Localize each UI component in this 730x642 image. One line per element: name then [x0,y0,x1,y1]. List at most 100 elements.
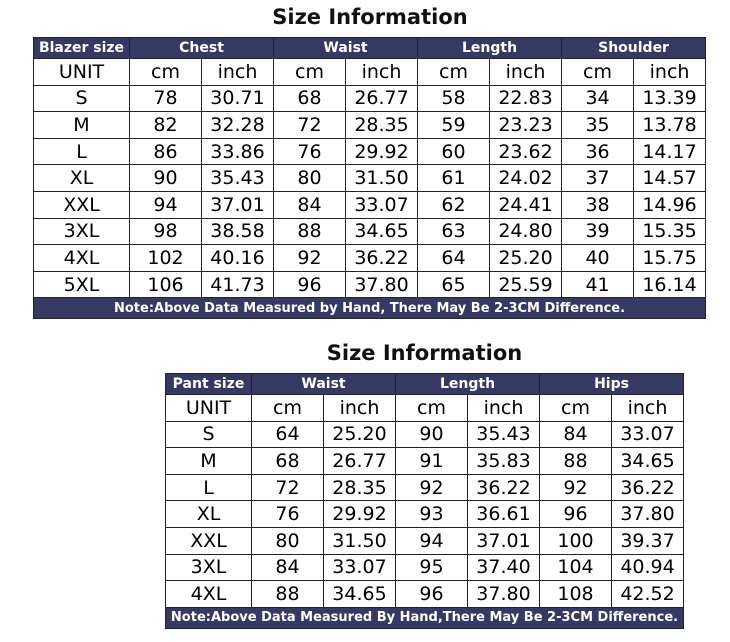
value-cell: 41 [561,270,635,299]
value-cell: 68 [273,84,347,113]
value-cell: 35 [561,111,635,139]
value-cell: 76 [251,500,324,528]
size-cell: XL [33,164,130,192]
table-row: XXL 94 37.01 84 33.07 62 24.41 38 14.96 [33,190,707,219]
value-cell: 86 [129,137,202,166]
table-row: XXL 80 31.50 94 37.01 100 39.37 [165,526,685,555]
value-cell: 30.71 [200,84,275,113]
size-cell: L [33,137,130,166]
value-cell: 90 [395,420,468,449]
value-cell: 78 [129,84,202,113]
value-cell: 23.23 [489,111,563,139]
value-cell: 38.58 [200,217,275,246]
value-cell: 37.40 [466,553,541,582]
value-cell: 36 [561,137,635,166]
value-cell: 88 [251,580,324,608]
value-cell: 28.35 [323,473,396,502]
header-cell: Chest [128,37,275,59]
value-cell: 82 [129,111,202,139]
value-cell: 88 [273,217,347,246]
value-cell: 92 [395,473,468,502]
value-cell: 72 [273,111,347,139]
value-cell: 65 [417,270,491,299]
blazer-size-table: Blazer size Chest Waist Length Shoulder UNIT c… [32,37,707,320]
header-row: Blazer size Chest Waist Length Shoulder [33,37,707,59]
value-cell: 35.43 [200,164,275,192]
value-cell: 102 [129,244,202,272]
value-cell: 33.07 [323,553,396,582]
value-cell: 14.57 [633,164,707,192]
value-cell: 62 [417,190,491,219]
value-cell: 96 [539,500,613,528]
value-cell: 25.20 [489,244,563,272]
value-cell: 15.35 [633,217,707,246]
value-cell: 33.07 [345,190,419,219]
value-cell: 37.01 [466,526,541,555]
value-cell: 76 [273,137,347,166]
unit-cell: cm [539,394,613,422]
table-row: S 78 30.71 68 26.77 58 22.83 34 13.39 [33,84,707,113]
value-cell: 68 [251,447,324,475]
value-cell: 100 [539,526,613,555]
value-cell: 37 [561,164,635,192]
value-cell: 38 [561,190,635,219]
value-cell: 13.39 [633,84,707,113]
value-cell: 31.50 [323,526,396,555]
unit-row: UNIT cm inch cm inch cm inch cm inch [33,58,707,86]
value-cell: 26.77 [323,447,396,475]
value-cell: 40.16 [200,244,275,272]
unit-cell: inch [200,58,275,86]
value-cell: 80 [251,526,324,555]
unit-cell: inch [489,58,563,86]
unit-cell: cm [417,58,491,86]
table-row: M 82 32.28 72 28.35 59 23.23 35 13.78 [33,111,707,139]
value-cell: 40.94 [611,553,685,582]
unit-cell: UNIT [165,394,252,422]
value-cell: 40 [561,244,635,272]
size-cell: XXL [165,526,252,555]
value-cell: 91 [395,447,468,475]
unit-cell: inch [466,394,541,422]
value-cell: 37.80 [466,580,541,608]
value-cell: 32.28 [200,111,275,139]
pant-size-table: Pant size Waist Length Hips UNIT cm inch cm inch… [164,373,685,629]
value-cell: 106 [129,270,202,299]
value-cell: 37.80 [345,270,419,299]
value-cell: 34.65 [345,217,419,246]
table-row: XL 76 29.92 93 36.61 96 37.80 [165,500,685,528]
value-cell: 63 [417,217,491,246]
table-row: S 64 25.20 90 35.43 84 33.07 [165,420,685,449]
size-cell: 3XL [33,217,130,246]
value-cell: 25.20 [323,420,396,449]
value-cell: 37.80 [611,500,685,528]
table-row: 3XL 98 38.58 88 34.65 63 24.80 39 15.35 [33,217,707,246]
unit-cell: cm [251,394,324,422]
value-cell: 80 [273,164,347,192]
value-cell: 42.52 [611,580,685,608]
note-text: Note:Above Data Measured by Hand, There … [32,297,707,320]
value-cell: 88 [539,447,613,475]
note-row: Note:Above Data Measured By Hand,There M… [164,606,685,629]
table-row: 4XL 88 34.65 96 37.80 108 42.52 [165,580,685,608]
size-cell: M [165,447,252,475]
value-cell: 23.62 [489,137,563,166]
value-cell: 39 [561,217,635,246]
value-cell: 92 [273,244,347,272]
header-cell: Waist [251,373,396,395]
value-cell: 36.61 [466,500,541,528]
value-cell: 95 [395,553,468,582]
value-cell: 64 [251,420,324,449]
value-cell: 108 [539,580,613,608]
note-row: Note:Above Data Measured by Hand, There … [32,297,707,320]
table-row: 5XL 106 41.73 96 37.80 65 25.59 41 16.14 [33,270,707,299]
size-cell: 5XL [33,270,130,299]
size-cell: S [33,84,130,113]
header-cell: Hips [539,373,685,395]
value-cell: 26.77 [345,84,419,113]
value-cell: 36.22 [466,473,541,502]
value-cell: 94 [129,190,202,219]
value-cell: 96 [273,270,347,299]
value-cell: 31.50 [345,164,419,192]
value-cell: 24.80 [489,217,563,246]
unit-cell: inch [323,394,396,422]
